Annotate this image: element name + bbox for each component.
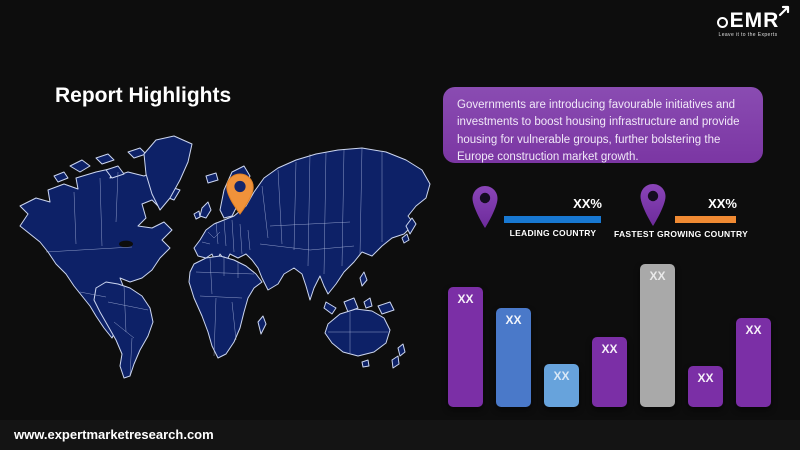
leading-country-label: LEADING COUNTRY [509,228,597,238]
map-greenland [143,135,193,211]
bar-1: XX [448,287,483,407]
europe-location-pin-icon [226,173,254,215]
footer-bar: www.expertmarketresearch.com [0,420,800,450]
map-country-borders [45,147,388,377]
map-british-isles [193,201,212,220]
map-africa [188,255,263,359]
map-great-lakes [119,240,133,248]
logo-tagline: Leave it to the Experts [718,32,778,38]
highlight-box: Governments are introducing favourable i… [443,87,763,163]
map-south-america [93,281,154,379]
fastest-growing-country-underline [675,216,736,223]
bar-value-label: XX [553,369,570,383]
bar-6: XX [688,366,723,407]
fastest-growing-country-pin-icon [640,184,666,226]
page-title: Report Highlights [55,84,232,107]
map-madagascar [257,315,267,335]
map-australia [324,308,391,357]
bar-value-label: XX [457,292,474,306]
growth-arrow-icon [778,5,790,17]
world-map [10,126,440,398]
website-url: www.expertmarketresearch.com [14,427,214,442]
bar-4: XX [592,337,627,407]
bar-7: XX [736,318,771,407]
logo-dot-icon [716,17,728,28]
bar-3: XX [544,364,579,407]
leading-country-value: XX% [573,196,602,211]
map-iceland [205,172,219,184]
map-japan [401,217,417,244]
bar-value-label: XX [601,342,618,356]
fastest-growing-country-label: FASTEST GROWING COUNTRY [613,229,749,239]
bar-value-label: XX [649,269,666,283]
bar-value-label: XX [697,371,714,385]
fastest-growing-country-value: XX% [708,196,737,211]
bar-chart: XX XX XX XX XX XX XX [448,257,771,407]
bar-2: XX [496,308,531,407]
world-map-svg [19,135,431,379]
bar-5: XX [640,264,675,407]
map-southeast-asia [323,271,395,315]
emr-logo: EMR Leave it to the Experts [708,5,790,38]
leading-country-underline [504,216,601,223]
highlight-text: Governments are introducing favourable i… [457,99,740,163]
map-arctic-islands [53,147,147,183]
map-new-zealand [361,343,406,369]
map-north-america [19,167,181,339]
bar-value-label: XX [745,323,762,337]
logo-text: EMR [729,9,780,32]
leading-country-pin-icon [472,186,498,228]
bar-value-label: XX [505,313,522,327]
